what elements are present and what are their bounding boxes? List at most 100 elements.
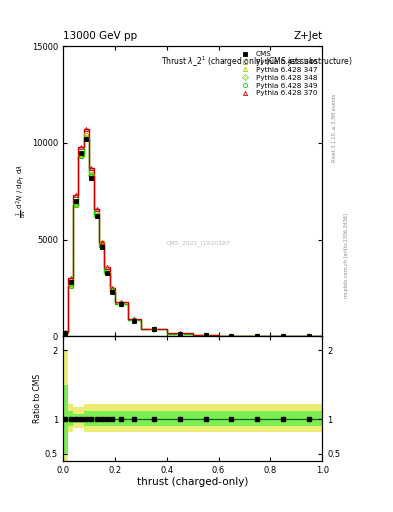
Pythia 6.428 347 <box>132 317 137 323</box>
Pythia 6.428 370 <box>73 192 78 198</box>
Pythia 6.428 349 <box>99 244 104 250</box>
Pythia 6.428 349 <box>63 330 68 336</box>
Pythia 6.428 349 <box>307 333 312 339</box>
Line: Pythia 6.428 346: Pythia 6.428 346 <box>63 133 311 338</box>
Pythia 6.428 347 <box>177 331 182 337</box>
Pythia 6.428 348 <box>68 282 73 288</box>
Pythia 6.428 370 <box>94 206 99 212</box>
Pythia 6.428 349 <box>255 333 260 339</box>
CMS <box>203 332 208 338</box>
Y-axis label: Ratio to CMS: Ratio to CMS <box>33 374 42 423</box>
Pythia 6.428 347 <box>105 267 109 273</box>
Pythia 6.428 348 <box>255 333 260 339</box>
CMS <box>229 333 234 339</box>
Pythia 6.428 349 <box>132 317 137 324</box>
Pythia 6.428 346 <box>132 316 137 323</box>
Pythia 6.428 349 <box>177 331 182 337</box>
Pythia 6.428 346 <box>73 202 78 208</box>
Pythia 6.428 348 <box>79 153 83 159</box>
Pythia 6.428 347 <box>99 242 104 248</box>
Pythia 6.428 346 <box>94 209 99 216</box>
Pythia 6.428 347 <box>73 200 78 206</box>
CMS <box>281 333 286 339</box>
Pythia 6.428 370 <box>132 316 137 322</box>
Pythia 6.428 370 <box>151 326 156 332</box>
CMS <box>68 279 73 285</box>
Pythia 6.428 347 <box>281 333 286 339</box>
Pythia 6.428 370 <box>177 330 182 336</box>
CMS <box>63 330 68 336</box>
Pythia 6.428 349 <box>151 326 156 332</box>
Legend: CMS, Pythia 6.428 346, Pythia 6.428 347, Pythia 6.428 348, Pythia 6.428 349, Pyt: CMS, Pythia 6.428 346, Pythia 6.428 347,… <box>235 50 319 98</box>
Pythia 6.428 346 <box>119 300 123 306</box>
Pythia 6.428 346 <box>229 333 234 339</box>
Pythia 6.428 348 <box>203 332 208 338</box>
Pythia 6.428 346 <box>89 169 94 175</box>
Pythia 6.428 347 <box>119 301 123 307</box>
Pythia 6.428 349 <box>229 333 234 339</box>
Pythia 6.428 349 <box>84 136 88 142</box>
Pythia 6.428 346 <box>281 333 286 339</box>
Pythia 6.428 370 <box>119 298 123 305</box>
Pythia 6.428 348 <box>281 333 286 339</box>
CMS <box>73 198 78 204</box>
CMS <box>84 136 88 142</box>
Pythia 6.428 349 <box>94 214 99 220</box>
Pythia 6.428 347 <box>110 287 114 293</box>
Pythia 6.428 348 <box>73 201 78 207</box>
Pythia 6.428 346 <box>203 332 208 338</box>
Pythia 6.428 347 <box>89 170 94 177</box>
Pythia 6.428 348 <box>105 268 109 274</box>
Pythia 6.428 349 <box>79 153 83 159</box>
Pythia 6.428 346 <box>68 283 73 289</box>
Text: Z+Jet: Z+Jet <box>293 31 322 41</box>
CMS <box>132 317 137 324</box>
Text: mcplots.cern.ch [arXiv:1306.3436]: mcplots.cern.ch [arXiv:1306.3436] <box>344 214 349 298</box>
Line: Pythia 6.428 370: Pythia 6.428 370 <box>63 127 311 338</box>
Pythia 6.428 348 <box>119 301 123 307</box>
CMS <box>99 244 104 250</box>
Line: CMS: CMS <box>63 137 312 339</box>
Pythia 6.428 347 <box>63 330 68 336</box>
CMS <box>79 150 83 156</box>
Pythia 6.428 347 <box>79 152 83 158</box>
Pythia 6.428 370 <box>79 144 83 150</box>
Pythia 6.428 347 <box>255 333 260 339</box>
Pythia 6.428 370 <box>307 333 312 339</box>
Pythia 6.428 349 <box>89 173 94 179</box>
Pythia 6.428 370 <box>63 329 68 335</box>
Text: 13000 GeV pp: 13000 GeV pp <box>63 31 137 41</box>
Pythia 6.428 346 <box>307 333 312 339</box>
Pythia 6.428 346 <box>110 286 114 292</box>
Pythia 6.428 347 <box>203 332 208 338</box>
Pythia 6.428 349 <box>68 283 73 289</box>
Pythia 6.428 348 <box>94 212 99 219</box>
Pythia 6.428 347 <box>151 326 156 332</box>
Pythia 6.428 349 <box>105 269 109 275</box>
CMS <box>307 333 312 339</box>
Pythia 6.428 347 <box>84 134 88 140</box>
Text: Thrust $\lambda\_2^1$ (charged only) (CMS jet substructure): Thrust $\lambda\_2^1$ (charged only) (CM… <box>162 55 353 69</box>
Pythia 6.428 347 <box>68 281 73 287</box>
Pythia 6.428 348 <box>151 326 156 332</box>
Y-axis label: $\frac{1}{\mathrm{d}N}$ $\mathrm{d}^2N$ / $\mathrm{d}p_\mathrm{T}$ $\mathrm{d}\l: $\frac{1}{\mathrm{d}N}$ $\mathrm{d}^2N$ … <box>15 164 29 218</box>
Pythia 6.428 370 <box>105 264 109 270</box>
Pythia 6.428 370 <box>84 126 88 133</box>
Pythia 6.428 346 <box>151 326 156 332</box>
Pythia 6.428 370 <box>99 239 104 245</box>
Pythia 6.428 370 <box>255 333 260 339</box>
Pythia 6.428 348 <box>177 331 182 337</box>
Text: Rivet 3.1.10, ≥ 3.3M events: Rivet 3.1.10, ≥ 3.3M events <box>332 94 337 162</box>
Pythia 6.428 348 <box>307 333 312 339</box>
CMS <box>177 331 182 337</box>
Pythia 6.428 370 <box>229 333 234 339</box>
Pythia 6.428 370 <box>89 165 94 171</box>
CMS <box>105 269 109 275</box>
CMS <box>89 175 94 181</box>
Pythia 6.428 348 <box>110 288 114 294</box>
Pythia 6.428 348 <box>132 317 137 323</box>
Pythia 6.428 346 <box>79 153 83 159</box>
Pythia 6.428 347 <box>307 333 312 339</box>
Pythia 6.428 348 <box>84 135 88 141</box>
Pythia 6.428 346 <box>255 333 260 339</box>
